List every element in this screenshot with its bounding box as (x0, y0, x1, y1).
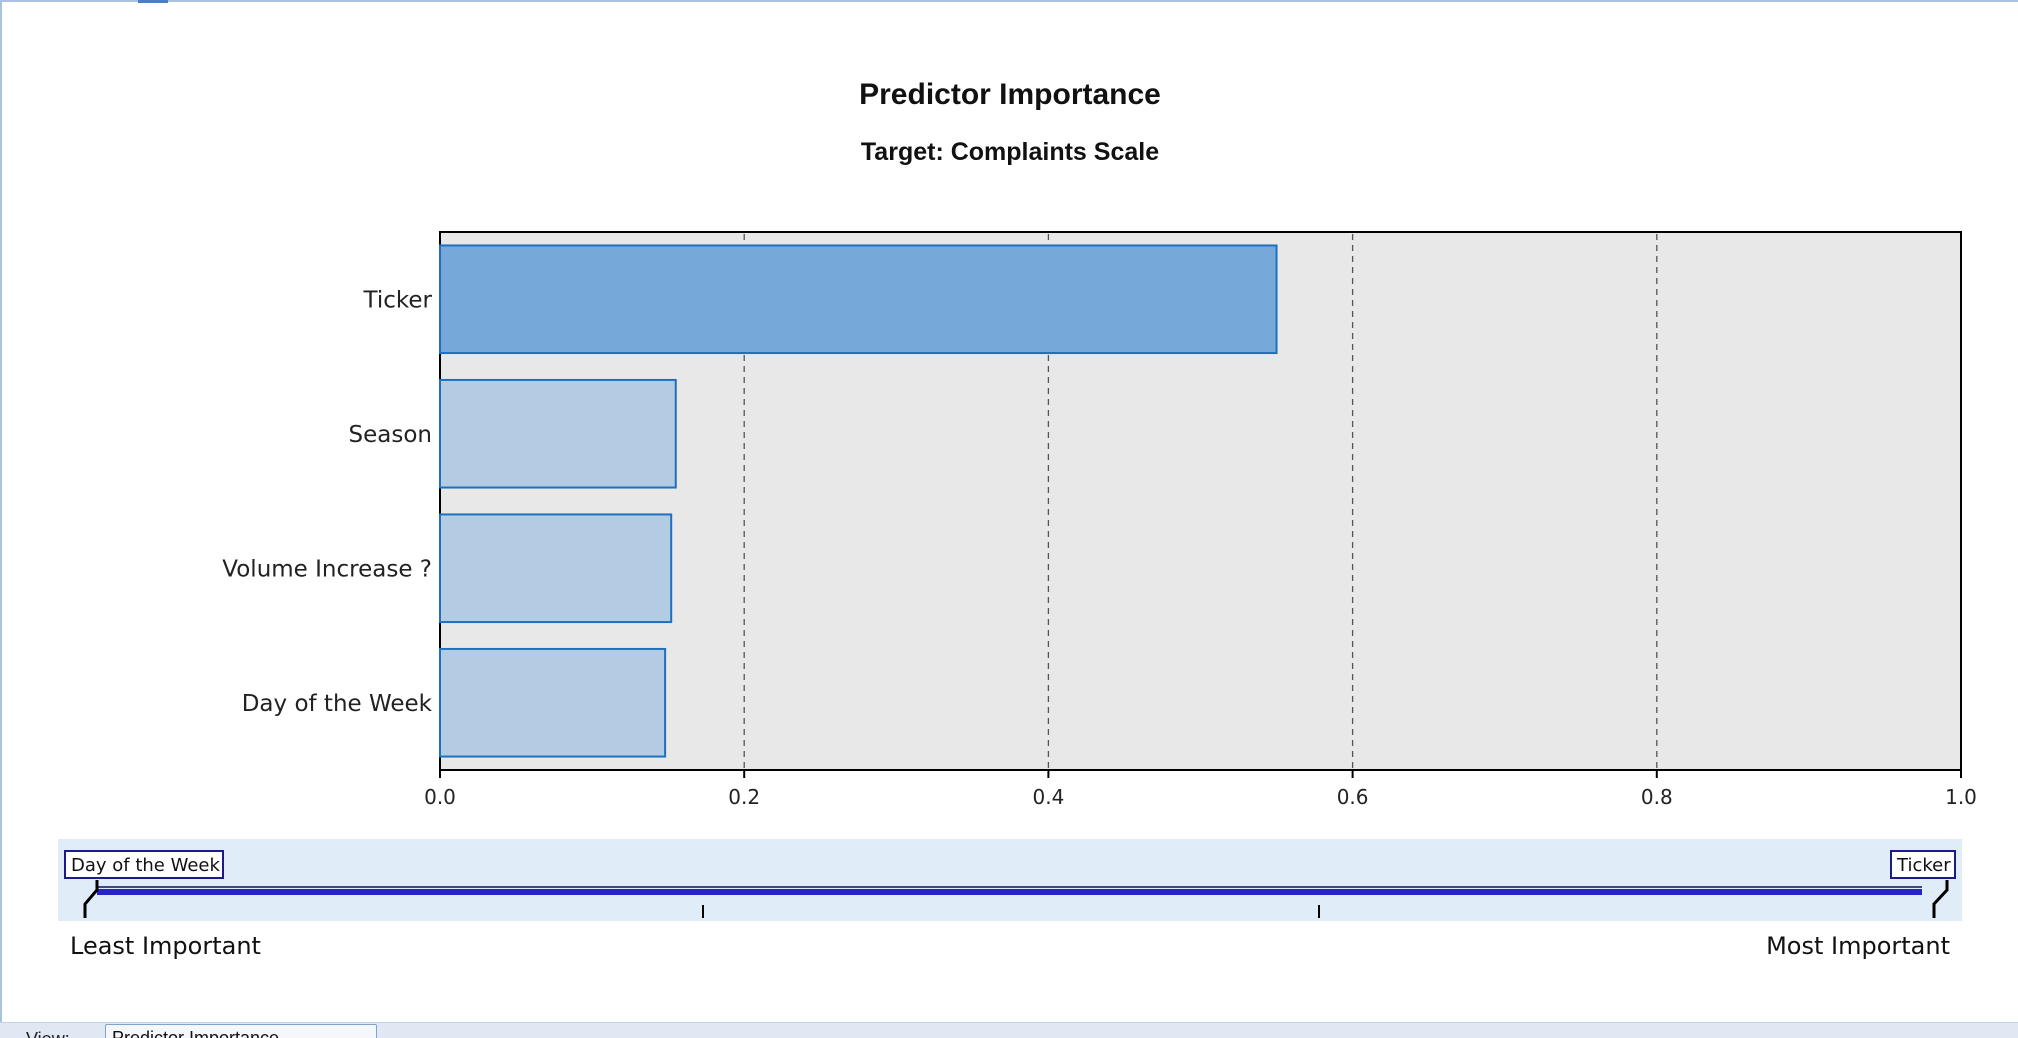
x-tick-label: 0.2 (728, 785, 760, 809)
importance-slider-band (58, 839, 1962, 921)
category-label: Day of the Week (242, 691, 433, 717)
chart-subtitle: Target: Complaints Scale (861, 138, 1159, 166)
x-tick-label: 0.6 (1337, 785, 1369, 809)
x-tick-label: 0.8 (1641, 785, 1673, 809)
slider-right-label: Ticker (1896, 855, 1951, 876)
x-axis-ticks: 0.0 0.2 0.4 0.6 0.8 1.0 (424, 770, 1977, 809)
view-bar (0, 1022, 2018, 1038)
x-tick-label: 0.0 (424, 785, 456, 809)
category-label: Volume Increase ? (222, 556, 432, 582)
bar-ticker (439, 244, 1278, 355)
category-label: Season (349, 422, 432, 448)
category-labels: Ticker Season Volume Increase ? Day of the … (222, 287, 432, 717)
chart-title: Predictor Importance (859, 78, 1161, 111)
slider-left-label: Day of the Week (71, 855, 220, 876)
view-select-value: Predictor Importance (112, 1028, 280, 1038)
bar-day-of-the-week (439, 647, 667, 758)
view-select[interactable]: Predictor Importance (105, 1024, 377, 1038)
slider-handle-right[interactable]: Ticker (1890, 850, 1956, 918)
top-tab-marker (138, 0, 168, 3)
most-important-label: Most Important (1766, 932, 1950, 960)
x-tick-label: 0.4 (1032, 785, 1064, 809)
window-top-border (0, 0, 2018, 2)
view-label: View: (26, 1030, 70, 1038)
bar-volume-increase (439, 513, 673, 624)
slider-handle-left[interactable]: Day of the Week (64, 850, 224, 918)
least-important-label: Least Important (70, 932, 261, 960)
bars (439, 244, 1278, 758)
x-tick-label: 1.0 (1945, 785, 1977, 809)
category-label: Ticker (363, 287, 433, 313)
bar-season (439, 378, 677, 489)
window-left-border (0, 0, 2, 1038)
